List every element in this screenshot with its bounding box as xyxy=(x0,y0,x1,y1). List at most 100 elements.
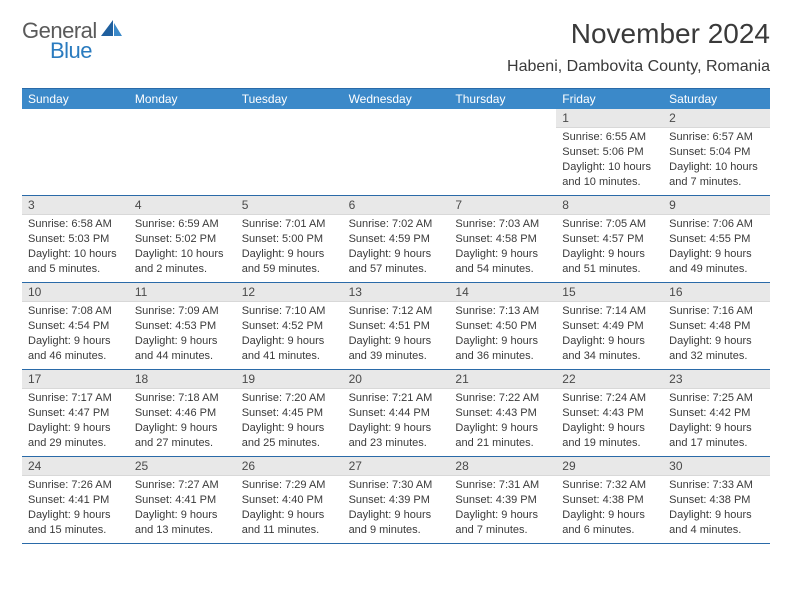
sunrise-text: Sunrise: 7:14 AM xyxy=(562,304,657,319)
sunrise-text: Sunrise: 7:22 AM xyxy=(455,391,550,406)
sunrise-text: Sunrise: 7:02 AM xyxy=(349,217,444,232)
day-cell: 27Sunrise: 7:30 AMSunset: 4:39 PMDayligh… xyxy=(343,457,450,543)
daylight-text: Daylight: 9 hours and 15 minutes. xyxy=(28,508,123,538)
day-cell: 4Sunrise: 6:59 AMSunset: 5:02 PMDaylight… xyxy=(129,196,236,282)
dow-cell: Sunday xyxy=(22,89,129,109)
sunset-text: Sunset: 4:54 PM xyxy=(28,319,123,334)
brand-logo: General Blue xyxy=(22,18,123,64)
day-number: 27 xyxy=(343,457,450,476)
dow-cell: Saturday xyxy=(663,89,770,109)
daylight-text: Daylight: 9 hours and 36 minutes. xyxy=(455,334,550,364)
daylight-text: Daylight: 10 hours and 2 minutes. xyxy=(135,247,230,277)
day-cell: 15Sunrise: 7:14 AMSunset: 4:49 PMDayligh… xyxy=(556,283,663,369)
sunset-text: Sunset: 4:58 PM xyxy=(455,232,550,247)
day-number: 12 xyxy=(236,283,343,302)
sunrise-text: Sunrise: 7:08 AM xyxy=(28,304,123,319)
daylight-text: Daylight: 9 hours and 25 minutes. xyxy=(242,421,337,451)
day-cell: 26Sunrise: 7:29 AMSunset: 4:40 PMDayligh… xyxy=(236,457,343,543)
day-content: Sunrise: 7:27 AMSunset: 4:41 PMDaylight:… xyxy=(129,476,236,541)
day-number: 16 xyxy=(663,283,770,302)
day-number: 13 xyxy=(343,283,450,302)
day-number: 1 xyxy=(556,109,663,128)
week-row: 1Sunrise: 6:55 AMSunset: 5:06 PMDaylight… xyxy=(22,109,770,196)
day-number: 22 xyxy=(556,370,663,389)
daylight-text: Daylight: 10 hours and 10 minutes. xyxy=(562,160,657,190)
day-content: Sunrise: 6:58 AMSunset: 5:03 PMDaylight:… xyxy=(22,215,129,280)
week-row: 3Sunrise: 6:58 AMSunset: 5:03 PMDaylight… xyxy=(22,196,770,283)
day-cell: 25Sunrise: 7:27 AMSunset: 4:41 PMDayligh… xyxy=(129,457,236,543)
sunrise-text: Sunrise: 7:01 AM xyxy=(242,217,337,232)
daylight-text: Daylight: 9 hours and 17 minutes. xyxy=(669,421,764,451)
sunrise-text: Sunrise: 7:20 AM xyxy=(242,391,337,406)
sunset-text: Sunset: 4:39 PM xyxy=(349,493,444,508)
sunset-text: Sunset: 5:04 PM xyxy=(669,145,764,160)
sunrise-text: Sunrise: 7:24 AM xyxy=(562,391,657,406)
day-number: 20 xyxy=(343,370,450,389)
sunrise-text: Sunrise: 7:03 AM xyxy=(455,217,550,232)
daylight-text: Daylight: 9 hours and 7 minutes. xyxy=(455,508,550,538)
day-content: Sunrise: 7:10 AMSunset: 4:52 PMDaylight:… xyxy=(236,302,343,367)
day-cell: 14Sunrise: 7:13 AMSunset: 4:50 PMDayligh… xyxy=(449,283,556,369)
sunrise-text: Sunrise: 7:21 AM xyxy=(349,391,444,406)
day-number: 3 xyxy=(22,196,129,215)
sunrise-text: Sunrise: 7:06 AM xyxy=(669,217,764,232)
header: General Blue November 2024 Habeni, Dambo… xyxy=(0,0,792,82)
day-number xyxy=(129,109,236,113)
day-number: 25 xyxy=(129,457,236,476)
dow-cell: Thursday xyxy=(449,89,556,109)
sunrise-text: Sunrise: 6:55 AM xyxy=(562,130,657,145)
sunset-text: Sunset: 5:02 PM xyxy=(135,232,230,247)
day-number xyxy=(343,109,450,113)
day-number: 6 xyxy=(343,196,450,215)
day-content: Sunrise: 7:12 AMSunset: 4:51 PMDaylight:… xyxy=(343,302,450,367)
day-cell xyxy=(449,109,556,195)
day-content: Sunrise: 7:24 AMSunset: 4:43 PMDaylight:… xyxy=(556,389,663,454)
day-number: 24 xyxy=(22,457,129,476)
daylight-text: Daylight: 9 hours and 57 minutes. xyxy=(349,247,444,277)
day-content: Sunrise: 6:57 AMSunset: 5:04 PMDaylight:… xyxy=(663,128,770,193)
day-content: Sunrise: 7:29 AMSunset: 4:40 PMDaylight:… xyxy=(236,476,343,541)
day-cell: 3Sunrise: 6:58 AMSunset: 5:03 PMDaylight… xyxy=(22,196,129,282)
sunrise-text: Sunrise: 7:29 AM xyxy=(242,478,337,493)
daylight-text: Daylight: 10 hours and 7 minutes. xyxy=(669,160,764,190)
day-number: 9 xyxy=(663,196,770,215)
day-content: Sunrise: 7:31 AMSunset: 4:39 PMDaylight:… xyxy=(449,476,556,541)
day-number: 15 xyxy=(556,283,663,302)
day-content: Sunrise: 6:55 AMSunset: 5:06 PMDaylight:… xyxy=(556,128,663,193)
day-number xyxy=(449,109,556,113)
sunset-text: Sunset: 4:45 PM xyxy=(242,406,337,421)
daylight-text: Daylight: 9 hours and 54 minutes. xyxy=(455,247,550,277)
sunset-text: Sunset: 4:38 PM xyxy=(669,493,764,508)
sunset-text: Sunset: 4:52 PM xyxy=(242,319,337,334)
sunrise-text: Sunrise: 7:27 AM xyxy=(135,478,230,493)
sunrise-text: Sunrise: 7:13 AM xyxy=(455,304,550,319)
day-cell: 19Sunrise: 7:20 AMSunset: 4:45 PMDayligh… xyxy=(236,370,343,456)
sunrise-text: Sunrise: 6:59 AM xyxy=(135,217,230,232)
dow-cell: Monday xyxy=(129,89,236,109)
day-number: 5 xyxy=(236,196,343,215)
sunset-text: Sunset: 5:06 PM xyxy=(562,145,657,160)
day-content: Sunrise: 7:18 AMSunset: 4:46 PMDaylight:… xyxy=(129,389,236,454)
day-cell: 22Sunrise: 7:24 AMSunset: 4:43 PMDayligh… xyxy=(556,370,663,456)
daylight-text: Daylight: 9 hours and 46 minutes. xyxy=(28,334,123,364)
day-cell: 2Sunrise: 6:57 AMSunset: 5:04 PMDaylight… xyxy=(663,109,770,195)
sunrise-text: Sunrise: 7:25 AM xyxy=(669,391,764,406)
day-cell: 12Sunrise: 7:10 AMSunset: 4:52 PMDayligh… xyxy=(236,283,343,369)
sunset-text: Sunset: 4:41 PM xyxy=(135,493,230,508)
day-number: 18 xyxy=(129,370,236,389)
sunrise-text: Sunrise: 6:57 AM xyxy=(669,130,764,145)
sail-icon xyxy=(101,20,123,43)
location-text: Habeni, Dambovita County, Romania xyxy=(507,58,770,76)
day-content: Sunrise: 7:25 AMSunset: 4:42 PMDaylight:… xyxy=(663,389,770,454)
daylight-text: Daylight: 9 hours and 19 minutes. xyxy=(562,421,657,451)
day-content: Sunrise: 7:16 AMSunset: 4:48 PMDaylight:… xyxy=(663,302,770,367)
day-number: 14 xyxy=(449,283,556,302)
day-content: Sunrise: 7:13 AMSunset: 4:50 PMDaylight:… xyxy=(449,302,556,367)
day-cell: 23Sunrise: 7:25 AMSunset: 4:42 PMDayligh… xyxy=(663,370,770,456)
day-content: Sunrise: 7:01 AMSunset: 5:00 PMDaylight:… xyxy=(236,215,343,280)
day-number: 30 xyxy=(663,457,770,476)
daylight-text: Daylight: 9 hours and 4 minutes. xyxy=(669,508,764,538)
day-cell: 9Sunrise: 7:06 AMSunset: 4:55 PMDaylight… xyxy=(663,196,770,282)
week-row: 24Sunrise: 7:26 AMSunset: 4:41 PMDayligh… xyxy=(22,457,770,544)
day-cell: 29Sunrise: 7:32 AMSunset: 4:38 PMDayligh… xyxy=(556,457,663,543)
